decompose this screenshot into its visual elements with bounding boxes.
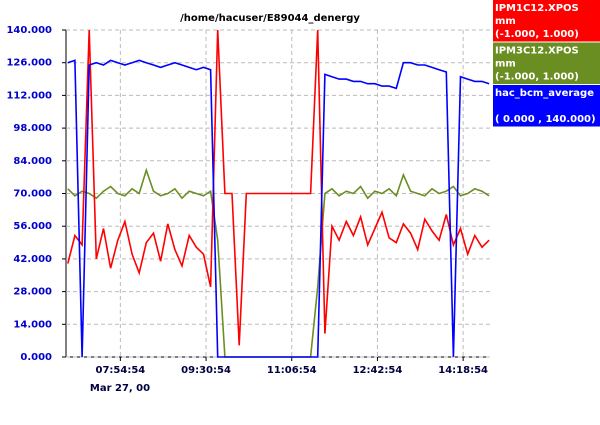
legend-name: hac_bcm_average [495,88,594,99]
y-tick-label: 0.000 [20,352,52,363]
legend-name: IPM3C12.XPOS [495,46,579,57]
x-tick-label: 12:42:54 [353,365,403,376]
legend-box [493,0,600,42]
x-tick-label: 09:30:54 [181,365,231,376]
legend-range: ( 0.000 , 140.000) [495,114,596,125]
series-line [67,167,490,358]
legend-range: (-1.000, 1.000) [495,72,579,83]
x-tick-label: 14:18:54 [438,365,488,376]
x-tick-label: 07:54:54 [95,365,145,376]
y-tick-label: 70.000 [13,189,52,200]
y-tick-label: 140.000 [6,25,52,36]
y-tick-label: 28.000 [13,287,52,298]
legend-range: (-1.000, 1.000) [495,29,579,40]
y-tick-label: 84.000 [13,156,52,167]
x-tick-label: 11:06:54 [267,365,317,376]
legend-name: IPM1C12.XPOS [495,3,579,14]
chart-title: /home/hacuser/E89044_denergy [180,13,360,24]
y-tick-label: 112.000 [6,90,52,101]
y-tick-label: 98.000 [13,123,52,134]
y-tick-label: 126.000 [6,58,52,69]
date-label: Mar 27, 00 [90,383,150,394]
y-tick-label: 14.000 [13,319,52,330]
legend-box [493,42,600,84]
series-line [67,29,490,346]
legend-units: mm [495,16,516,27]
y-tick-label: 42.000 [13,254,52,265]
legend-box [493,85,600,127]
y-tick-label: 56.000 [13,221,52,232]
series-line [67,59,490,358]
legend-units: mm [495,59,516,70]
